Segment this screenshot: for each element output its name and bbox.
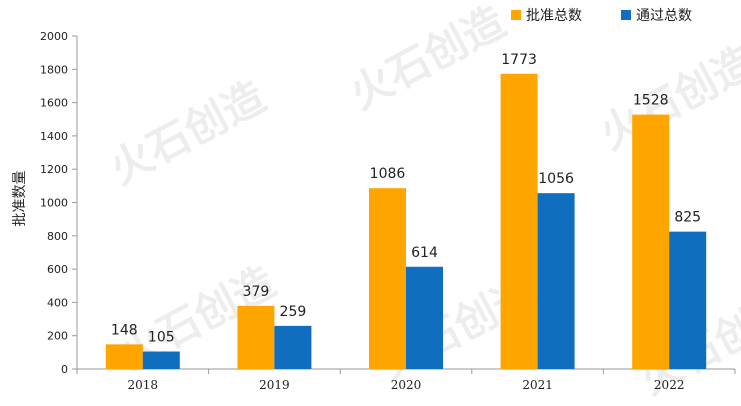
axes: 0 200 400 600 800 1000 1200 1400 1600 1800 2000 201… <box>40 30 736 392</box>
data-label: 1086 <box>370 166 406 182</box>
y-axis-label: 批准数量 <box>12 171 28 227</box>
x-tick-label: 2022 <box>654 378 685 392</box>
y-tick-label: 2000 <box>40 30 68 43</box>
legend-label: 批准总数 <box>526 8 582 24</box>
x-tick-label: 2021 <box>522 378 553 392</box>
y-tick-label: 200 <box>47 330 68 343</box>
data-label: 1056 <box>538 171 574 187</box>
x-tick-label: 2019 <box>259 378 290 392</box>
bar <box>406 266 443 369</box>
legend-label: 通过总数 <box>636 8 692 24</box>
data-label: 379 <box>243 284 270 300</box>
bar <box>274 325 312 369</box>
bar <box>537 193 575 369</box>
y-tick-label: 600 <box>47 263 68 276</box>
bar <box>237 305 275 369</box>
bar <box>500 73 538 369</box>
data-label: 105 <box>148 330 175 346</box>
data-label: 1773 <box>501 52 537 68</box>
watermark-text: 火石创造 <box>102 72 273 194</box>
y-tick-label: 1000 <box>40 197 68 210</box>
y-tick-label: 1600 <box>40 97 68 110</box>
data-labels: 148 105 379 259 1086 614 1773 1056 1528 825 <box>111 52 701 346</box>
bar <box>105 344 143 369</box>
legend-swatch <box>511 10 521 20</box>
bar <box>369 188 406 369</box>
y-tick-label: 1800 <box>40 63 68 76</box>
bar <box>632 114 670 369</box>
bar <box>669 231 707 369</box>
bar <box>142 351 180 369</box>
legend: 批准总数 通过总数 <box>511 8 692 24</box>
legend-swatch <box>621 10 631 20</box>
x-tick-label: 2018 <box>128 378 159 392</box>
y-tick-label: 0 <box>61 363 68 376</box>
data-label: 825 <box>674 210 701 226</box>
y-tick-label: 800 <box>47 230 68 243</box>
data-label: 148 <box>111 322 138 338</box>
data-label: 259 <box>280 304 307 320</box>
data-label: 1528 <box>633 93 669 109</box>
watermark-text: 火石创造 <box>342 0 513 119</box>
data-label: 614 <box>411 245 438 261</box>
bars <box>105 73 707 369</box>
x-tick-label: 2020 <box>391 378 422 392</box>
y-tick-label: 1400 <box>40 130 68 143</box>
y-tick-label: 1200 <box>40 163 68 176</box>
y-tick-label: 400 <box>47 296 68 309</box>
